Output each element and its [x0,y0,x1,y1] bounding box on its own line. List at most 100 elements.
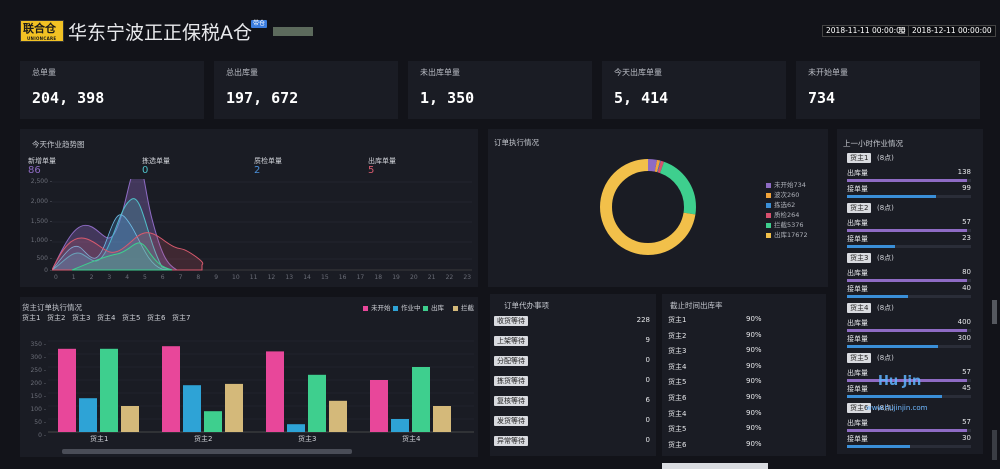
page-title: 华东宁波正正保税A仓 [68,22,252,44]
cutoff-rate: 90% [746,424,762,433]
received-value: 45 [962,384,971,392]
x-tick: 9 [214,274,219,281]
x-tick: 13 [285,274,294,281]
bar-未开始 [162,346,180,432]
cutoff-rate: 90% [746,377,762,386]
received-bar [847,445,911,448]
x-tick: 21 [427,274,436,281]
owner-button[interactable]: 货主2 [847,203,872,213]
trend-title: 今天作业趋势图 [32,140,85,149]
owner-button[interactable]: 货主6 [847,403,872,413]
cutoff-rate: 90% [746,393,762,401]
legend-label: 出库 [431,304,444,312]
todo-count: 0 [645,356,650,364]
x-tick: 2 [89,274,94,281]
metric-label-new: 新增单量 [28,157,56,165]
received-label: 接单量 [847,335,868,343]
stat-value: 204, 398 [32,89,105,107]
todo-button[interactable]: 收货等待 [494,316,528,326]
owner-tab[interactable]: 货主5 [122,314,141,322]
series-qc-area [52,214,173,271]
outbound-bar [847,229,968,232]
owner-tab[interactable]: 货主2 [47,314,66,322]
owner-tab[interactable]: 货主1 [22,314,41,322]
date-separator: 至 [898,26,906,35]
legend-swatch [766,232,771,238]
bar-未开始 [370,380,388,432]
donut-legend-item: 未开始734 [766,179,806,189]
x-tick: 6 [160,274,165,281]
hour-label: (8点) [877,354,894,362]
legend-label: 未开始734 [774,181,806,189]
hour-label: (8点) [877,254,894,262]
cutoff-owner: 货主5 [668,425,687,434]
todo-button[interactable]: 异常等待 [494,436,528,446]
series-pick-area [52,198,173,271]
todo-button[interactable]: 上架等待 [494,336,528,346]
owner-button[interactable]: 货主5 [847,353,872,363]
x-tick: 16 [338,274,347,281]
stat-value: 1, 350 [420,89,475,107]
bar-作业中 [287,424,305,432]
bottom-tab[interactable] [662,463,768,469]
y-tick: 1,000 - [30,237,52,244]
trend-panel: 今天作业趋势图 新增单量 86 拣选单量 0 质检单量 2 出库单量 5 2,5… [20,129,478,287]
outbound-bar [847,429,968,432]
hour-label: (8点) [877,404,894,412]
y-tick: 50 - [34,419,46,426]
metric-value-pick: 0 [142,165,149,176]
todo-button[interactable]: 分配等待 [494,356,528,366]
owner-tab[interactable]: 货主4 [97,314,116,322]
cutoff-panel: 截止时间出库率 货主1 90% 货主2 90% 货主3 90% 货主4 90% 货主5 90% 货主… [662,294,826,456]
owner-button[interactable]: 货主1 [847,153,872,163]
bar-作业中 [79,398,97,432]
outbound-value: 57 [962,368,971,376]
donut-legend-item: 拣选62 [766,199,795,209]
x-tick: 18 [374,274,383,281]
received-label: 接单量 [847,185,868,193]
todo-button[interactable]: 拣货等待 [494,376,528,386]
stat-value: 734 [808,89,836,107]
bar-未开始 [58,348,76,432]
legend-label: 波次260 [774,191,800,199]
date-start-input[interactable]: 2018-11-11 00:00:00 [822,25,910,37]
owner-tab[interactable]: 货主3 [72,314,91,322]
horizontal-scrollbar[interactable] [62,449,352,454]
y-tick: 100 - [30,406,46,413]
cutoff-owner: 货主6 [668,440,687,449]
y-tick: 2,000 - [30,198,52,205]
todo-count: 6 [645,396,650,404]
y-tick: 350 - [30,341,46,348]
x-tick: 货主3 [298,435,317,443]
owner-tab[interactable]: 货主7 [172,314,191,322]
owner-tab[interactable]: 货主6 [147,314,166,322]
stat-label: 未出库单量 [420,68,460,77]
outbound-label: 出库量 [847,219,868,227]
scrollbar-thumb-bottom[interactable] [992,430,997,460]
hour-label: (8点) [877,204,894,212]
legend-label: 质检264 [774,211,800,219]
x-tick: 17 [356,274,365,281]
cutoff-rate: 90% [746,408,762,417]
todo-button[interactable]: 复核等待 [494,396,528,406]
cutoff-rate: 90% [746,361,762,370]
scrollbar-thumb[interactable] [992,300,997,324]
x-tick: 15 [321,274,329,281]
warehouse-switch[interactable] [273,27,313,36]
todo-count: 228 [636,316,650,324]
owner-button[interactable]: 货主3 [847,253,872,263]
cutoff-owner: 货主3 [668,347,687,356]
x-tick: 货主2 [194,435,213,443]
bar-拦截 [433,406,451,432]
owner-legend-item: 拦截 [453,302,474,312]
owner-button[interactable]: 货主4 [847,303,872,313]
legend-swatch [453,305,458,311]
date-end-input[interactable]: 2018-12-11 00:00:00 [908,25,996,37]
x-tick: 4 [125,274,130,281]
todo-button[interactable]: 发货等待 [494,416,528,426]
x-tick: 22 [445,274,454,281]
metric-value-out: 5 [368,165,375,176]
outbound-bar [847,379,968,382]
legend-label: 出库17672 [774,231,808,239]
x-tick: 14 [303,274,311,281]
